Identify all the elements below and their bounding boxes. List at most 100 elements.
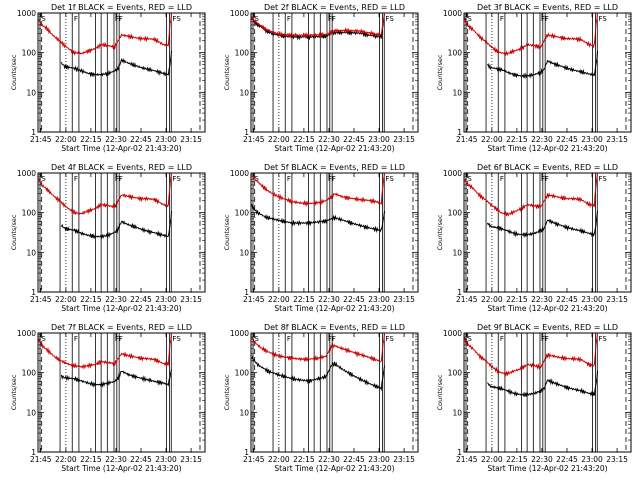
x-tick-label: 23:15 bbox=[180, 295, 202, 304]
y-tick-label: 10 bbox=[452, 88, 462, 97]
x-tick-label: 23:15 bbox=[180, 135, 202, 144]
panel-3: Det 3f BLACK = Events, RED = LLD 1 10 100 10… bbox=[436, 3, 632, 153]
x-tick-label: 23:00 bbox=[368, 455, 390, 464]
flag-label: FF bbox=[541, 15, 549, 23]
x-tick-label: 22:00 bbox=[481, 135, 503, 144]
lld-series-line bbox=[38, 172, 173, 216]
x-tick-label: 23:00 bbox=[581, 295, 603, 304]
x-tick-label: 23:15 bbox=[606, 295, 628, 304]
x-tick-label: 22:00 bbox=[268, 135, 290, 144]
x-tick-label: 22:00 bbox=[481, 455, 503, 464]
x-axis-label: Start Time (12-Apr-02 21:43:20) bbox=[274, 304, 394, 313]
x-tick-label: 22:00 bbox=[55, 455, 77, 464]
y-tick-label: 10 bbox=[239, 88, 249, 97]
x-tick-label: 22:45 bbox=[343, 455, 365, 464]
flag-label: FS bbox=[172, 15, 181, 23]
y-tick-label: 1000 bbox=[17, 329, 36, 338]
x-tick-label: 22:30 bbox=[531, 135, 553, 144]
flag-label: F bbox=[74, 175, 78, 183]
x-tick-label: 22:30 bbox=[105, 135, 127, 144]
y-axis-label: Counts/sec bbox=[10, 54, 18, 90]
x-tick-label: 21:45 bbox=[30, 455, 52, 464]
y-tick-label: 10 bbox=[452, 408, 462, 417]
x-tick-label: 21:45 bbox=[456, 135, 478, 144]
x-axis-label: Start Time (12-Apr-02 21:43:20) bbox=[61, 304, 181, 313]
flag-label: S bbox=[41, 15, 46, 23]
panel-4: Det 4f BLACK = Events, RED = LLD 1 10 100 10… bbox=[10, 163, 206, 313]
x-axis-label: Start Time (12-Apr-02 21:43:20) bbox=[274, 464, 394, 473]
plot-frame bbox=[37, 12, 206, 133]
panel-1: Det 1f BLACK = Events, RED = LLD 1 10 100 10… bbox=[10, 3, 206, 153]
events-series-line bbox=[60, 50, 173, 78]
x-tick-label: 22:45 bbox=[130, 295, 152, 304]
flag-label: F bbox=[74, 335, 78, 343]
lld-series-line bbox=[251, 332, 386, 363]
y-tick-label: 1 bbox=[31, 288, 36, 297]
x-tick-label: 22:15 bbox=[80, 295, 102, 304]
x-tick-label: 22:45 bbox=[130, 455, 152, 464]
x-tick-label: 22:30 bbox=[105, 455, 127, 464]
panel-7: Det 7f BLACK = Events, RED = LLD 1 10 100 10… bbox=[10, 323, 206, 473]
y-tick-label: 1 bbox=[457, 448, 462, 457]
x-tick-label: 22:45 bbox=[130, 135, 152, 144]
flag-label: FF bbox=[115, 15, 123, 23]
plot-frame bbox=[37, 332, 206, 453]
y-tick-label: 100 bbox=[448, 369, 463, 378]
y-tick-label: 100 bbox=[22, 369, 37, 378]
y-tick-label: 100 bbox=[22, 49, 37, 58]
x-tick-label: 23:15 bbox=[393, 295, 415, 304]
x-tick-label: 21:45 bbox=[30, 295, 52, 304]
y-axis-label: Counts/sec bbox=[223, 374, 231, 410]
events-series-line bbox=[251, 354, 386, 392]
x-tick-label: 22:15 bbox=[293, 135, 315, 144]
plot-frame bbox=[463, 172, 632, 293]
x-tick-label: 22:15 bbox=[506, 135, 528, 144]
y-axis-label: Counts/sec bbox=[223, 214, 231, 250]
flag-label: FF bbox=[328, 175, 336, 183]
flag-label: F bbox=[500, 15, 504, 23]
y-axis-label: Counts/sec bbox=[436, 374, 444, 410]
lld-series-line bbox=[38, 332, 173, 370]
x-tick-label: 23:00 bbox=[368, 135, 390, 144]
x-tick-label: 23:15 bbox=[606, 455, 628, 464]
flag-label: S bbox=[41, 335, 46, 343]
x-axis-label: Start Time (12-Apr-02 21:43:20) bbox=[61, 144, 181, 153]
lld-series-line bbox=[251, 172, 386, 208]
flag-label: FF bbox=[115, 335, 123, 343]
y-tick-label: 1000 bbox=[230, 169, 249, 178]
x-tick-label: 22:30 bbox=[318, 455, 340, 464]
x-tick-label: 22:15 bbox=[506, 455, 528, 464]
flag-label: S bbox=[254, 335, 259, 343]
y-tick-label: 100 bbox=[22, 209, 37, 218]
flag-label: FS bbox=[385, 15, 394, 23]
flag-label: F bbox=[287, 335, 291, 343]
y-axis-label: Counts/sec bbox=[223, 54, 231, 90]
y-axis-label: Counts/sec bbox=[436, 214, 444, 250]
lld-series-line bbox=[464, 12, 599, 57]
y-tick-label: 100 bbox=[448, 49, 463, 58]
panel-title: Det 4f BLACK = Events, RED = LLD bbox=[51, 163, 192, 172]
panel-9: Det 9f BLACK = Events, RED = LLD 1 10 100 10… bbox=[436, 323, 632, 473]
y-tick-label: 10 bbox=[26, 88, 36, 97]
x-tick-label: 22:45 bbox=[556, 135, 578, 144]
events-series-line bbox=[486, 210, 599, 239]
x-tick-label: 22:15 bbox=[80, 135, 102, 144]
y-tick-label: 1000 bbox=[443, 9, 462, 18]
flag-label: S bbox=[467, 335, 472, 343]
panel-2: Det 2f BLACK = Events, RED = LLD 1 10 100 10… bbox=[223, 3, 419, 153]
flag-label: F bbox=[74, 15, 78, 23]
x-tick-label: 22:15 bbox=[80, 455, 102, 464]
x-axis-label: Start Time (12-Apr-02 21:43:20) bbox=[274, 144, 394, 153]
x-tick-label: 21:45 bbox=[243, 135, 265, 144]
plot-frame bbox=[37, 172, 206, 293]
y-tick-label: 10 bbox=[239, 408, 249, 417]
flag-label: FS bbox=[385, 335, 394, 343]
x-tick-label: 22:00 bbox=[268, 295, 290, 304]
x-tick-label: 22:30 bbox=[531, 295, 553, 304]
flag-label: FS bbox=[598, 175, 607, 183]
flag-label: FF bbox=[328, 15, 336, 23]
x-axis-label: Start Time (12-Apr-02 21:43:20) bbox=[487, 464, 607, 473]
x-tick-label: 22:45 bbox=[556, 455, 578, 464]
x-tick-label: 21:45 bbox=[30, 135, 52, 144]
